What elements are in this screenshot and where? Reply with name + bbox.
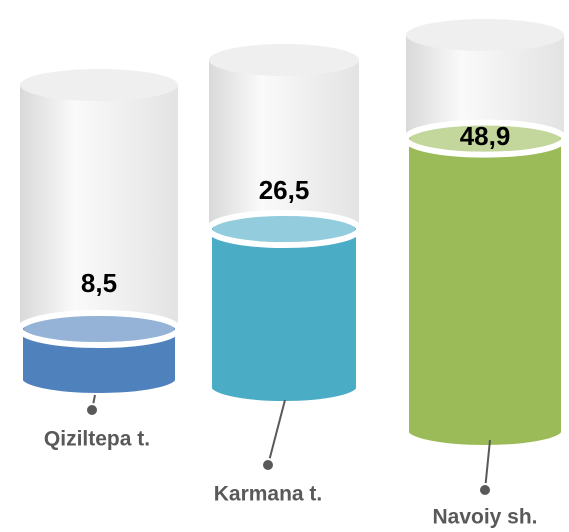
- category-label: Qiziltepa t.: [44, 428, 150, 451]
- tube-top: [20, 69, 178, 101]
- fill-top-light: [410, 125, 560, 152]
- cylinder-fill: [206, 210, 362, 407]
- category-label: Navoiy sh.: [432, 506, 537, 529]
- pointer-dot: [85, 403, 99, 417]
- cylinder-fill: [403, 119, 567, 451]
- cylinder-fill: [17, 310, 181, 399]
- fill-top: [403, 119, 567, 158]
- pointer-line: [484, 439, 491, 491]
- category-label: Karmana t.: [214, 483, 323, 506]
- pointer-dot: [478, 483, 492, 497]
- fill-top-light: [213, 216, 355, 242]
- fill-body: [403, 135, 567, 451]
- fill-top-light: [24, 316, 174, 342]
- tube-top: [406, 19, 564, 51]
- fill-top: [17, 310, 181, 348]
- tube-top: [209, 44, 359, 76]
- pointer-dot: [261, 458, 275, 472]
- fill-top: [206, 210, 362, 248]
- value-label: 48,9: [460, 121, 511, 151]
- value-label: 26,5: [259, 175, 310, 205]
- fill-body: [206, 226, 362, 407]
- pointer-line: [267, 399, 286, 466]
- value-label: 8,5: [81, 268, 117, 298]
